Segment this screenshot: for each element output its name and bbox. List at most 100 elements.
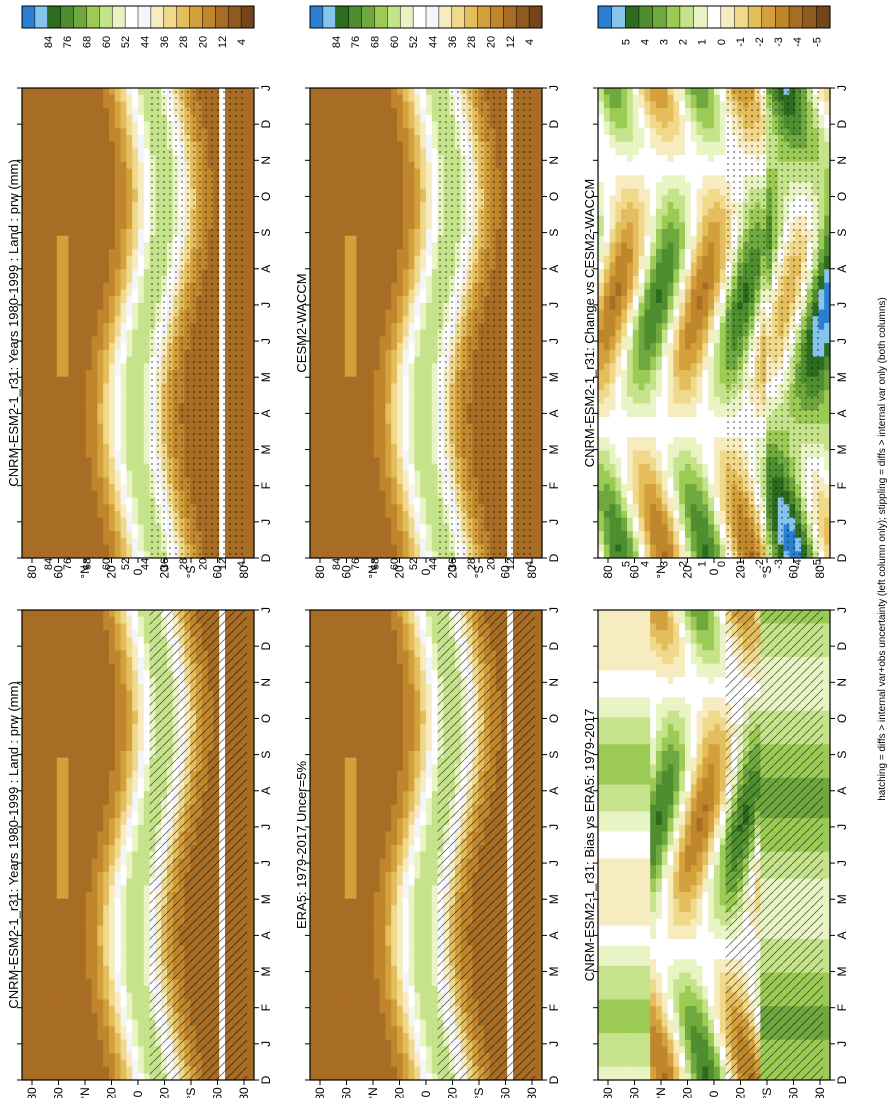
cell [126, 135, 133, 143]
cell [62, 851, 69, 859]
cell [27, 979, 34, 987]
cell [97, 657, 104, 665]
cell [68, 764, 75, 772]
cell [45, 208, 52, 216]
cell [120, 376, 127, 384]
cell [138, 925, 145, 933]
cell [45, 965, 52, 973]
cell [114, 1033, 121, 1041]
cell [51, 477, 58, 485]
cell [91, 771, 98, 779]
cell [39, 777, 46, 785]
cell [80, 1039, 87, 1047]
cell [97, 229, 104, 237]
cell [27, 208, 34, 216]
cell [103, 798, 110, 806]
cell [51, 845, 58, 853]
x-tick-label: J [259, 607, 273, 613]
cell [68, 898, 75, 906]
x-tick-label: J [259, 1041, 273, 1047]
cell [85, 410, 92, 418]
cell [143, 370, 150, 378]
cell [51, 121, 58, 129]
cell [51, 464, 58, 472]
cell [138, 717, 145, 725]
cell [80, 504, 87, 512]
cell [109, 811, 116, 819]
cell [62, 838, 69, 846]
cell [68, 148, 75, 156]
cell [39, 276, 46, 284]
cell [138, 229, 145, 237]
cell [248, 992, 255, 1000]
cell [91, 383, 98, 391]
cell [22, 811, 29, 819]
cell [45, 242, 52, 250]
cell [91, 437, 98, 445]
cell [51, 302, 58, 310]
cell [56, 524, 63, 532]
cell [27, 114, 34, 122]
cell [103, 663, 110, 671]
cell [126, 697, 133, 705]
cell [85, 464, 92, 472]
cell [39, 650, 46, 658]
cell [45, 804, 52, 812]
cell [68, 242, 75, 250]
cell [22, 999, 29, 1007]
cell [97, 269, 104, 277]
cell [33, 650, 40, 658]
cell [120, 101, 127, 109]
cell [68, 262, 75, 270]
cell [143, 101, 150, 109]
cell [120, 235, 127, 243]
cell [85, 898, 92, 906]
cell [138, 309, 145, 317]
cell [74, 999, 81, 1007]
cell [126, 517, 133, 525]
cell [126, 329, 133, 337]
cell [120, 383, 127, 391]
cell [114, 892, 121, 900]
cell [143, 657, 150, 665]
cell [109, 343, 116, 351]
cell [138, 858, 145, 866]
cell [85, 497, 92, 505]
cell [45, 710, 52, 718]
cell [39, 188, 46, 196]
cell [62, 925, 69, 933]
cell [56, 410, 63, 418]
cell [109, 195, 116, 203]
cell [33, 215, 40, 223]
cell [45, 623, 52, 631]
cell [74, 524, 81, 532]
cell [39, 497, 46, 505]
cell [143, 744, 150, 752]
cell [138, 128, 145, 136]
cell [103, 396, 110, 404]
cell [143, 912, 150, 920]
cell [126, 222, 133, 230]
cell [114, 1059, 121, 1067]
cell [248, 1026, 255, 1034]
cell [103, 182, 110, 190]
cell [97, 838, 104, 846]
cell [22, 1073, 29, 1081]
cell [97, 329, 104, 337]
cell [97, 94, 104, 102]
cell [126, 423, 133, 431]
colorbar-label: 12 [217, 558, 229, 570]
cell [74, 965, 81, 973]
cell [91, 410, 98, 418]
cell [91, 704, 98, 712]
cell [138, 410, 145, 418]
cell [56, 643, 63, 651]
cell [248, 710, 255, 718]
cell [143, 161, 150, 169]
cell [62, 1006, 69, 1014]
cell [39, 636, 46, 644]
cell [27, 616, 34, 624]
cell [68, 717, 75, 725]
cell [62, 490, 69, 498]
cell [27, 952, 34, 960]
